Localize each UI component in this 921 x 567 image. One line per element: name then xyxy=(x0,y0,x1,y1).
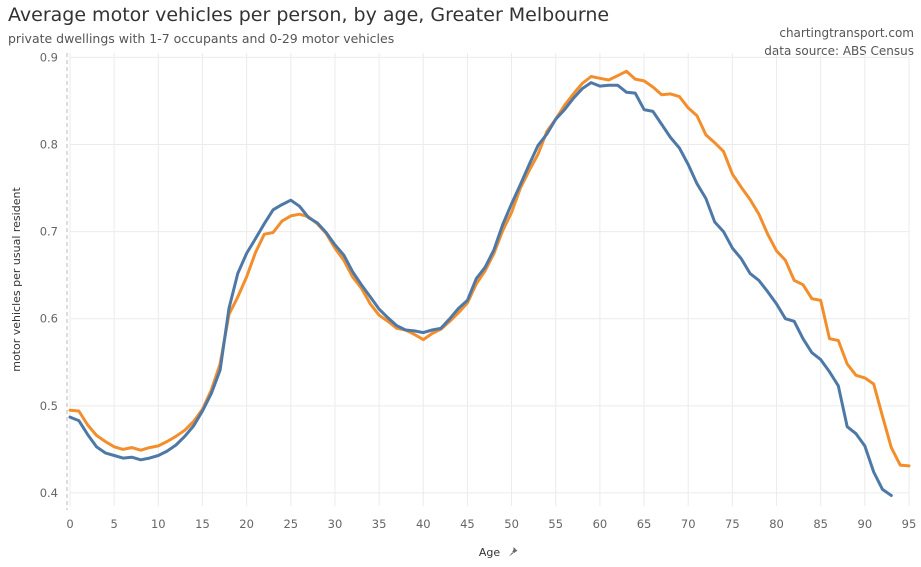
x-axis-title-group[interactable]: Age xyxy=(479,546,518,559)
x-tick-label: 35 xyxy=(372,517,387,531)
x-tick-label: 95 xyxy=(902,517,917,531)
pin-icon[interactable] xyxy=(509,547,518,557)
y-tick-label: 0.5 xyxy=(40,399,58,413)
x-axis-title: Age xyxy=(479,546,501,559)
credit-site[interactable]: chartingtransport.com xyxy=(779,26,914,40)
x-tick-label: 55 xyxy=(548,517,563,531)
series-blue-line[interactable] xyxy=(68,81,893,497)
chart-credits: chartingtransport.com data source: ABS C… xyxy=(764,24,914,60)
y-axis-ticks: 0.4 0.5 0.6 0.7 0.8 0.9 xyxy=(40,50,58,500)
x-tick-label: 15 xyxy=(195,517,210,531)
y-tick-label: 0.7 xyxy=(40,225,58,239)
chart-subtitle: private dwellings with 1-7 occupants and… xyxy=(8,31,395,46)
series-orange-line[interactable] xyxy=(68,69,911,468)
x-tick-label: 45 xyxy=(460,517,475,531)
x-tick-label: 40 xyxy=(416,517,431,531)
x-tick-label: 60 xyxy=(593,517,608,531)
y-axis-title: motor vehicles per usual resident xyxy=(10,187,23,372)
x-tick-label: 10 xyxy=(151,517,166,531)
chart-title: Average motor vehicles per person, by ag… xyxy=(8,4,610,26)
x-tick-label: 0 xyxy=(66,517,73,531)
credit-source: data source: ABS Census xyxy=(764,44,914,58)
series-lines[interactable] xyxy=(68,69,911,497)
x-tick-label: 70 xyxy=(681,517,696,531)
y-tick-label: 0.9 xyxy=(40,50,58,64)
x-tick-label: 5 xyxy=(110,517,117,531)
x-tick-label: 20 xyxy=(239,517,254,531)
y-tick-label: 0.6 xyxy=(40,312,58,326)
y-tick-label: 0.4 xyxy=(40,486,58,500)
x-tick-label: 85 xyxy=(813,517,828,531)
x-tick-label: 50 xyxy=(504,517,519,531)
x-tick-label: 90 xyxy=(858,517,873,531)
x-axis-ticks: 0 5 10 15 20 25 30 35 40 45 50 55 60 65 70 75 80 85 90 95 xyxy=(66,517,916,531)
x-tick-label: 30 xyxy=(328,517,343,531)
x-tick-label: 25 xyxy=(283,517,298,531)
x-tick-label: 75 xyxy=(725,517,740,531)
x-tick-label: 65 xyxy=(637,517,652,531)
y-tick-label: 0.8 xyxy=(40,137,58,151)
gridlines xyxy=(69,53,910,506)
x-tick-label: 80 xyxy=(769,517,784,531)
